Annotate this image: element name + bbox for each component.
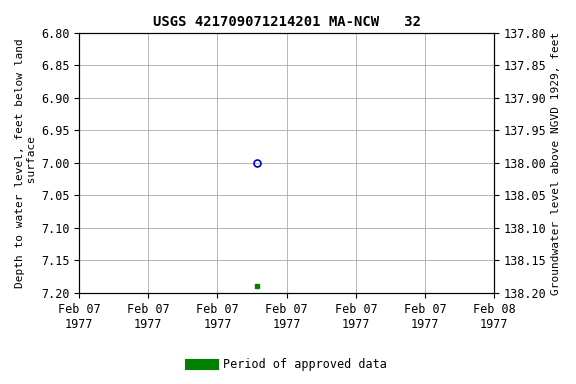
- Y-axis label: Depth to water level, feet below land
 surface: Depth to water level, feet below land su…: [15, 38, 37, 288]
- Title: USGS 421709071214201 MA-NCW   32: USGS 421709071214201 MA-NCW 32: [153, 15, 420, 29]
- Legend: Period of approved data: Period of approved data: [185, 354, 391, 376]
- Y-axis label: Groundwater level above NGVD 1929, feet: Groundwater level above NGVD 1929, feet: [551, 31, 561, 295]
